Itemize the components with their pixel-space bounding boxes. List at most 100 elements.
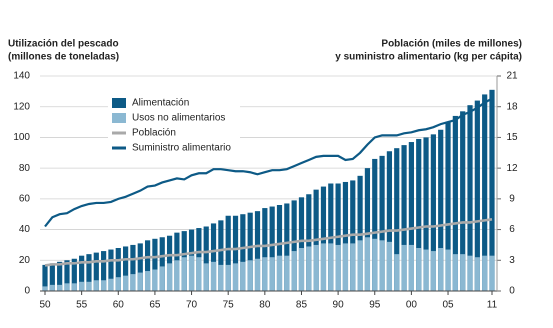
bar [152,269,158,291]
bar [335,244,341,291]
bar [467,105,473,291]
bar [379,155,385,291]
bar [137,272,143,291]
x-tick-label: 75 [223,300,235,311]
y-tick-label: 20 [19,255,31,266]
bar [240,214,246,291]
x-tick-label: 55 [76,300,88,311]
bar [232,263,239,291]
bar [203,226,209,291]
y-tick-label: 40 [19,224,31,235]
bar [159,266,165,291]
bar [144,240,151,291]
bar [401,244,407,291]
bar [71,258,77,291]
bar [130,274,136,291]
bar [130,244,136,291]
y-tick-label: 0 [24,286,30,297]
bar [57,261,63,291]
x-tick-label: 80 [259,300,271,311]
y2-tick-label: 0 [509,286,515,297]
bar [101,280,107,291]
bar [42,286,48,291]
bar [115,248,121,291]
y2-axis-title: y suministro alimentario (kg per cápita) [335,52,522,63]
bar [152,238,158,291]
bar [86,254,92,291]
bar [247,212,253,291]
bar [394,254,400,291]
bar [284,203,290,291]
bar [42,264,48,291]
bar [408,142,414,291]
bar [320,243,327,291]
bar [225,215,231,291]
bar [306,246,312,291]
bar [196,257,202,291]
bar [210,261,217,291]
y2-tick-label: 3 [509,255,515,266]
bar [225,264,231,291]
y2-tick-label: 21 [506,71,518,82]
bar [49,263,55,291]
bar [474,257,480,291]
bar [166,263,173,291]
bar [276,205,283,291]
y2-axis-title: Población (miles de millones) [381,39,522,50]
bar [262,257,268,291]
bar [342,243,349,291]
bar [489,255,495,291]
x-tick-label: 95 [369,300,381,311]
y-axis-title: Utilización del pescado [8,39,119,50]
bar [445,122,451,291]
bar [423,137,429,291]
bar [181,257,187,291]
bar [174,260,180,291]
bar [79,255,85,291]
legend-swatch [112,113,126,123]
y2-tick-label: 9 [509,193,515,204]
legend-label: Población [132,128,176,139]
bar [115,277,121,291]
bar [372,238,378,291]
bar [350,243,356,291]
legend-swatch [112,98,126,108]
bar [460,254,466,291]
x-tick-label: 50 [39,300,51,311]
bar [218,220,224,291]
y2-tick-label: 12 [506,163,518,174]
line [44,97,493,228]
bar [460,111,466,291]
bar [394,148,400,291]
legend-label: Alimentación [132,98,189,109]
bar [474,100,480,291]
bar [144,271,151,291]
x-tick-label: 11 [487,300,498,311]
bar [49,284,55,291]
y2-tick-label: 15 [506,132,518,143]
x-tick-label: 90 [333,300,345,311]
bar [445,249,451,291]
y2-tick-label: 6 [509,224,515,235]
bar [313,244,319,291]
bar [57,284,63,291]
y-tick-label: 60 [19,193,31,204]
bar [364,168,371,291]
bar [232,215,239,291]
bar [372,158,378,291]
bar [386,151,393,291]
x-tick-label: 00 [406,300,418,311]
x-tick-label: 05 [442,300,454,311]
bar [71,283,77,291]
bar [240,261,246,291]
y-axis-title: (millones de toneladas) [8,52,119,63]
legend-box [108,95,240,161]
bar [269,257,275,291]
bar [123,246,129,291]
bar [386,241,393,291]
bar [482,94,488,291]
bar [93,280,99,291]
bar [430,134,436,291]
bar [210,223,217,291]
